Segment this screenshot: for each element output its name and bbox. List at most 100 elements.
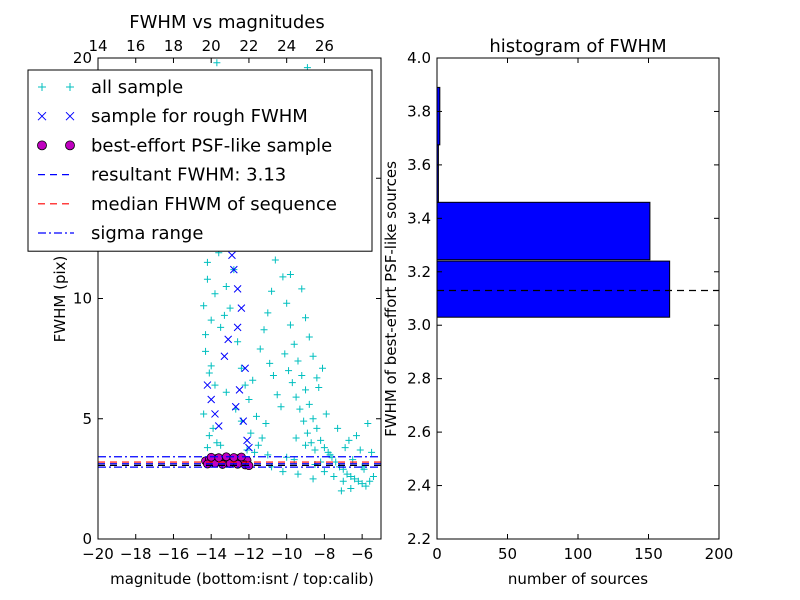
scatter-point-all-sample <box>202 347 210 355</box>
legend-marker-x <box>65 111 75 121</box>
scatter-point-rough-fwhm <box>224 335 233 344</box>
scatter-point-all-sample <box>317 436 325 444</box>
scatter-xtick-label: −14 <box>195 545 227 563</box>
scatter-point-all-sample <box>369 472 377 480</box>
scatter-ytick-label: 0 <box>82 530 92 548</box>
scatter-point-all-sample <box>286 321 294 329</box>
scatter-point-all-sample <box>292 393 300 401</box>
scatter-point-all-sample <box>339 477 347 485</box>
scatter-point-all-sample <box>315 383 323 391</box>
scatter-point-all-sample <box>360 465 368 473</box>
scatter-point-all-sample <box>294 357 302 365</box>
scatter-point-all-sample <box>347 472 355 480</box>
legend-marker-circle <box>37 140 47 151</box>
scatter-point-all-sample <box>211 290 219 298</box>
scatter-top-tick-label: 14 <box>88 37 107 55</box>
scatter-point-all-sample <box>213 439 221 447</box>
scatter-point-rough-fwhm <box>211 410 219 418</box>
scatter-point-all-sample <box>269 371 277 379</box>
scatter-top-tick-label: 20 <box>202 37 221 55</box>
scatter-point-all-sample <box>254 441 262 449</box>
scatter-point-all-sample <box>217 441 225 449</box>
scatter-point-all-sample <box>256 345 264 353</box>
histogram-axes: 0 50 100 150 200 2.2 2.4 2.6 2.8 3.0 3.2 3.4 3.6 3.8 4… <box>407 49 733 563</box>
scatter-xtick-label: −12 <box>233 545 265 563</box>
scatter-point-psf-like <box>229 453 239 462</box>
scatter-point-all-sample <box>364 420 372 428</box>
histogram-xtick-label: 200 <box>705 545 734 563</box>
scatter-axes: −20−18−16−14−12−10−8−6051015201416182022… <box>73 37 382 563</box>
histogram-ytick-label: 3.8 <box>407 102 431 120</box>
histogram-xlabel: number of sources <box>508 570 648 588</box>
scatter-point-all-sample <box>277 403 285 411</box>
scatter-point-all-sample <box>281 350 289 358</box>
scatter-point-all-sample <box>356 446 364 454</box>
scatter-point-all-sample <box>273 391 281 399</box>
scatter-point-all-sample <box>347 484 355 492</box>
histogram-ytick-label: 3.2 <box>407 263 431 281</box>
scatter-point-all-sample <box>330 472 338 480</box>
scatter-xtick-label: −18 <box>120 545 152 563</box>
scatter-point-all-sample <box>209 424 217 432</box>
scatter-point-all-sample <box>249 376 257 384</box>
scatter-point-all-sample <box>343 470 351 478</box>
histogram-ytick-label: 3.6 <box>407 156 431 174</box>
scatter-point-all-sample <box>341 444 349 452</box>
scatter-point-all-sample <box>241 381 249 389</box>
scatter-point-rough-fwhm <box>243 436 251 445</box>
scatter-point-all-sample <box>354 477 362 485</box>
scatter-point-all-sample <box>309 352 317 360</box>
histogram-bar <box>436 260 671 318</box>
legend-label: all sample <box>91 77 183 98</box>
scatter-ytick-label: 20 <box>73 49 92 67</box>
scatter-point-all-sample <box>345 436 353 444</box>
scatter-point-all-sample <box>366 477 374 485</box>
scatter-point-all-sample <box>260 326 268 334</box>
scatter-point-all-sample <box>200 302 208 310</box>
scatter-point-all-sample <box>294 470 302 478</box>
histogram-plot-area <box>436 86 719 318</box>
scatter-point-all-sample <box>288 379 296 387</box>
legend-entry: all sample <box>38 77 183 98</box>
legend-marker-circle <box>65 140 75 151</box>
legend-entry: resultant FWHM: 3.13 <box>38 165 286 186</box>
scatter-point-all-sample <box>302 441 310 449</box>
legend-marker-x <box>37 111 47 121</box>
scatter-point-all-sample <box>352 432 360 440</box>
scatter-point-all-sample <box>351 475 359 483</box>
scatter-point-all-sample <box>305 333 313 341</box>
scatter-point-all-sample <box>202 331 210 339</box>
scatter-point-all-sample <box>322 410 330 418</box>
scatter-point-all-sample <box>205 432 213 440</box>
scatter-point-rough-fwhm <box>214 422 223 430</box>
scatter-point-rough-fwhm <box>239 417 248 426</box>
legend-label: sigma range <box>91 223 203 244</box>
scatter-point-all-sample <box>207 362 215 370</box>
scatter-title: FWHM vs magnitudes <box>129 12 324 33</box>
scatter-point-all-sample <box>303 429 311 437</box>
scatter-xtick-label: −20 <box>82 545 114 563</box>
scatter-ylabel: FWHM (pix) <box>51 256 69 343</box>
legend-label: resultant FWHM: 3.13 <box>91 165 286 186</box>
scatter-point-all-sample <box>237 364 245 372</box>
scatter-point-all-sample <box>285 367 293 375</box>
histogram-ytick-label: 3.4 <box>407 209 431 227</box>
scatter-point-all-sample <box>296 405 304 413</box>
scatter-point-all-sample <box>319 364 327 372</box>
histogram-ytick-label: 2.8 <box>407 370 431 388</box>
legend-label: best-effort PSF-like sample <box>91 135 332 156</box>
scatter-point-all-sample <box>264 309 272 317</box>
scatter-point-rough-fwhm <box>233 323 242 332</box>
scatter-point-all-sample <box>309 415 317 423</box>
scatter-point-all-sample <box>307 439 315 447</box>
histogram-ytick-label: 4.0 <box>407 49 431 67</box>
scatter-point-rough-fwhm <box>241 364 250 373</box>
scatter-point-all-sample <box>222 282 230 290</box>
scatter-point-all-sample <box>266 359 274 367</box>
scatter-ytick-label: 10 <box>73 290 92 308</box>
legend-entry: sigma range <box>38 223 203 244</box>
scatter-point-all-sample <box>268 287 276 295</box>
scatter-point-all-sample <box>298 285 306 293</box>
scatter-point-all-sample <box>305 400 313 408</box>
